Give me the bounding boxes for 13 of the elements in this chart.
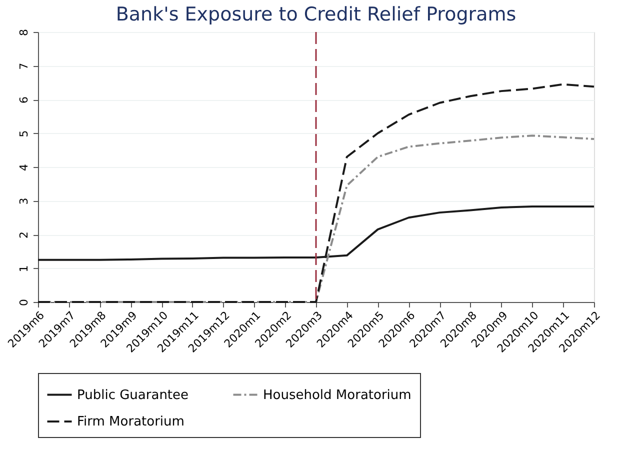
y-tick-label: 4 (18, 164, 30, 171)
y-tick-label: 1 (18, 265, 30, 272)
y-tick-label: 6 (18, 96, 30, 104)
y-tick-label: 0 (18, 299, 30, 306)
y-tick-label: 3 (18, 198, 30, 205)
y-tick-label: 2 (18, 232, 30, 238)
legend-label: Household Moratorium (263, 388, 412, 403)
legend-label: Public Guarantee (77, 388, 189, 403)
y-tick-label: 5 (18, 130, 30, 138)
chart-title: Bank's Exposure to Credit Relief Programs (116, 4, 516, 26)
y-tick-label: 7 (18, 62, 30, 70)
y-tick-label: 8 (18, 29, 30, 36)
legend-label: Firm Moratorium (77, 414, 184, 430)
